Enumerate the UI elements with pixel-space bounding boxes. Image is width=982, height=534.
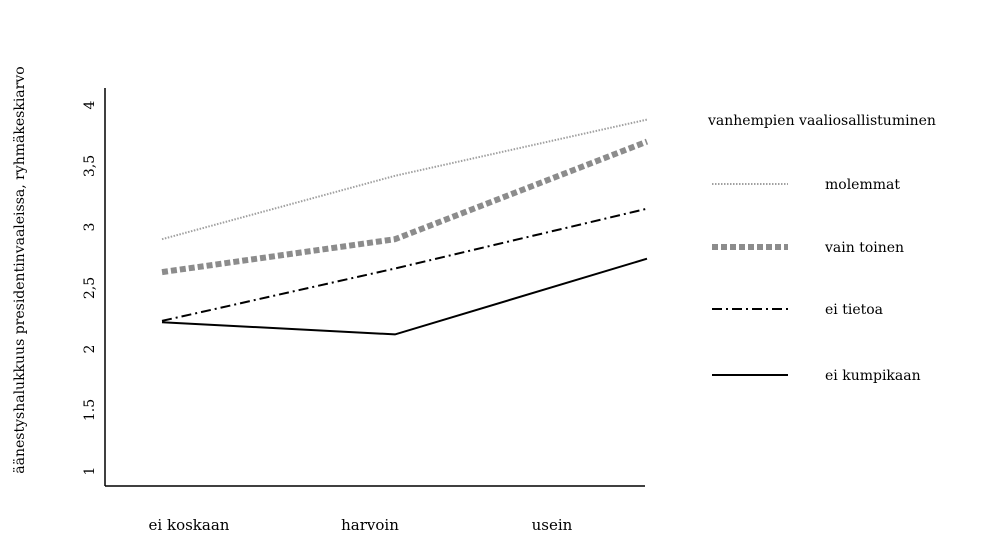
y-tick-label: 2 xyxy=(82,345,98,354)
series-lines xyxy=(161,118,649,336)
x-tick-label: usein xyxy=(532,516,573,534)
legend-label: ei kumpikaan xyxy=(825,368,921,384)
y-tick-labels: 1 1.5 2 2,5 3 3,5 4 xyxy=(82,100,98,475)
y-tick-label: 1.5 xyxy=(82,399,98,421)
series-line-2 xyxy=(161,138,649,276)
series-line-4 xyxy=(161,257,648,336)
y-tick-label: 2,5 xyxy=(82,277,98,299)
legend-label: molemmat xyxy=(825,177,900,193)
legend: molemmat vain toinen ei tietoa ei kumpikaan xyxy=(712,177,921,384)
x-tick-label: harvoin xyxy=(341,516,399,534)
y-tick-label: 3 xyxy=(82,223,98,232)
legend-label: vain toinen xyxy=(824,240,904,256)
x-tick-label: ei koskaan xyxy=(149,516,230,534)
y-axis-label: äänestyshalukkuus presidentinvaaleissa, … xyxy=(12,66,28,473)
x-category-labels: ei koskaan harvoin usein xyxy=(149,516,573,534)
legend-title: vanhempien vaaliosallistuminen xyxy=(707,113,936,129)
y-tick-label: 4 xyxy=(82,100,98,109)
series-line-1 xyxy=(161,118,648,241)
legend-label: ei tietoa xyxy=(825,302,883,318)
y-tick-label: 1 xyxy=(82,467,98,476)
y-tick-label: 3,5 xyxy=(82,155,98,177)
